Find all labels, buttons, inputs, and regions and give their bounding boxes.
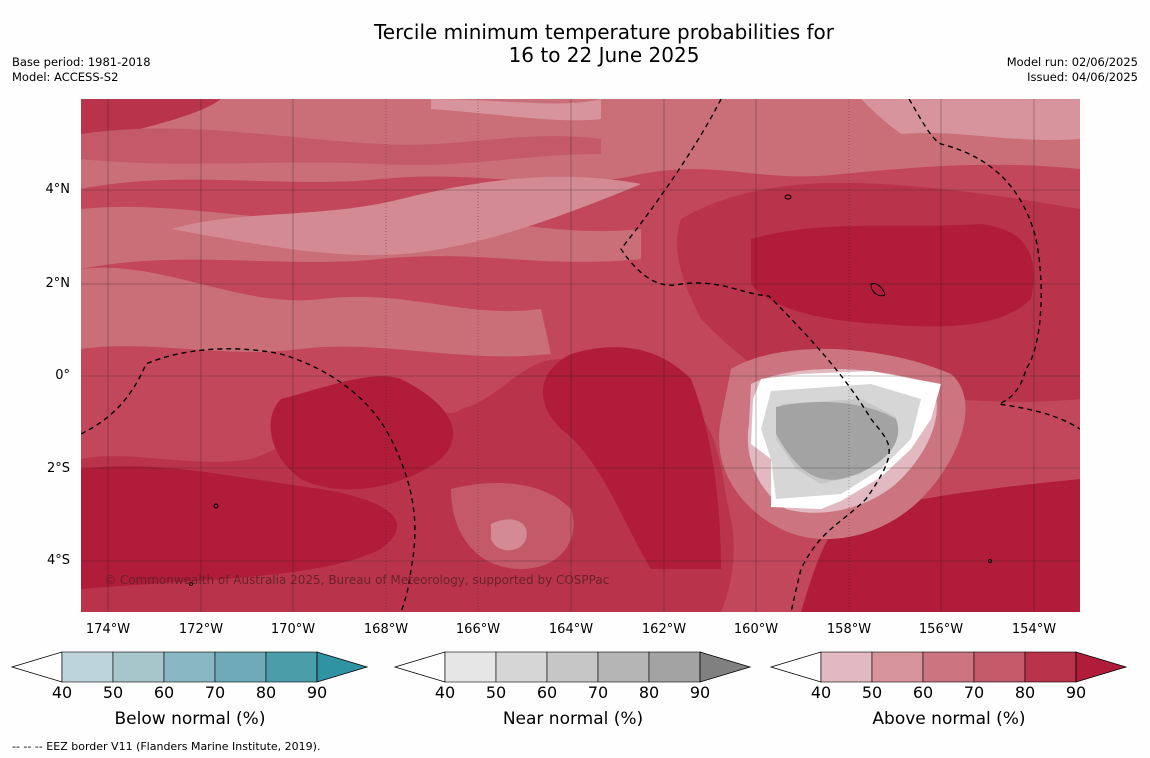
lon-label-174w: 174°W: [85, 622, 131, 637]
colorbar-segment: [922, 651, 975, 683]
map-title-line1: Tercile minimum temperature probabilitie…: [373, 20, 835, 44]
lon-label-162w: 162°W: [641, 622, 687, 637]
meta-left: Base period: 1981-2018 Model: ACCESS-S2: [12, 55, 151, 85]
colorbar-under-triangle: [769, 651, 822, 683]
lat-label-4s: 4°S: [46, 553, 70, 568]
lon-label-160w: 160°W: [733, 622, 779, 637]
colorbar-below-normal: [10, 651, 369, 683]
colorbar-above-normal: [769, 651, 1128, 683]
region-southwest-90: [270, 376, 454, 490]
colorbar-segment: [163, 651, 216, 683]
colorbar-segment: [546, 651, 599, 683]
lon-label-158w: 158°W: [826, 622, 872, 637]
lat-label-2s: 2°S: [46, 461, 70, 476]
eez-borders: [81, 99, 1080, 612]
near-normal-90: [776, 402, 899, 480]
colorbar-segment: [495, 651, 548, 683]
base-period-text: Base period: 1981-2018: [12, 55, 151, 69]
lat-label-4n: 4°N: [45, 182, 71, 197]
cb-above-tick-40: 40: [810, 683, 832, 702]
cb-near-title: Near normal (%): [502, 709, 644, 729]
colorbar-segment: [1024, 651, 1077, 683]
cb-above-title: Above normal (%): [872, 709, 1026, 729]
colorbar-under-triangle: [393, 651, 446, 683]
cb-near-tick-60: 60: [536, 683, 558, 702]
colorbar-near-normal: [393, 651, 752, 683]
colorbar-under-triangle: [10, 651, 63, 683]
colorbar-segment: [597, 651, 650, 683]
region-east-90: [751, 224, 1034, 327]
colorbar-segment: [265, 651, 318, 683]
cb-below-tick-60: 60: [153, 683, 175, 702]
lat-label-0: 0°: [55, 368, 70, 383]
islands: [189, 194, 992, 586]
cb-near-tick-40: 40: [434, 683, 456, 702]
lat-label-2n: 2°N: [45, 276, 71, 291]
colorbar-segment: [820, 651, 873, 683]
colorbar-segment: [214, 651, 267, 683]
map-svg: © Commonwealth of Australia 2025, Bureau…: [81, 99, 1080, 612]
grid-lines: [81, 99, 1080, 612]
colorbar-segment: [973, 651, 1026, 683]
colorbar-over-triangle: [316, 651, 369, 683]
colorbar-segment: [61, 651, 114, 683]
band-south-70: [81, 267, 551, 357]
cb-near-tick-90: 90: [689, 683, 711, 702]
lon-label-156w: 156°W: [918, 622, 964, 637]
colorbar-segment: [648, 651, 701, 683]
cb-near-tick-80: 80: [638, 683, 660, 702]
patch-south-60: [491, 519, 527, 551]
colorbar-segment: [112, 651, 165, 683]
model-text: Model: ACCESS-S2: [12, 70, 119, 84]
patch-north-60: [171, 176, 641, 256]
colorbar-over-triangle: [699, 651, 752, 683]
cb-near-tick-50: 50: [485, 683, 507, 702]
cb-above-tick-50: 50: [861, 683, 883, 702]
lon-label-170w: 170°W: [270, 622, 316, 637]
cb-near-tick-70: 70: [587, 683, 609, 702]
region-far-southwest-90: [81, 466, 398, 589]
eez-footnote: -- -- -- EEZ border V11 (Flanders Marine…: [12, 740, 321, 753]
lon-label-168w: 168°W: [363, 622, 409, 637]
cb-below-title: Below normal (%): [114, 709, 266, 729]
cb-below-tick-40: 40: [51, 683, 73, 702]
meta-right: Model run: 02/06/2025 Issued: 04/06/2025: [1007, 55, 1138, 85]
island-3: [213, 503, 219, 509]
patch-top-60: [431, 99, 601, 121]
probability-map: © Commonwealth of Australia 2025, Bureau…: [81, 99, 1080, 612]
colorbar-over-triangle: [1075, 651, 1128, 683]
island-4: [988, 559, 992, 563]
issued-text: Issued: 04/06/2025: [1027, 70, 1138, 84]
lon-label-164w: 164°W: [548, 622, 594, 637]
island-1: [784, 194, 792, 200]
cb-below-tick-50: 50: [102, 683, 124, 702]
colorbars-svg: [10, 651, 1128, 683]
lon-label-154w: 154°W: [1011, 622, 1057, 637]
island-2: [870, 283, 886, 297]
cb-above-tick-90: 90: [1065, 683, 1087, 702]
colorbar-segment: [871, 651, 924, 683]
model-run-text: Model run: 02/06/2025: [1006, 55, 1138, 69]
strip-north-70: [81, 128, 601, 166]
cb-below-tick-90: 90: [306, 683, 328, 702]
colorbar-segment: [444, 651, 497, 683]
cb-below-tick-80: 80: [255, 683, 277, 702]
lon-label-166w: 166°W: [455, 622, 501, 637]
cb-above-tick-60: 60: [912, 683, 934, 702]
island-5: [189, 582, 193, 586]
region-central-90: [542, 347, 721, 569]
cb-below-tick-70: 70: [204, 683, 226, 702]
copyright-text: © Commonwealth of Australia 2025, Bureau…: [104, 573, 609, 587]
cb-above-tick-70: 70: [963, 683, 985, 702]
cb-above-tick-80: 80: [1014, 683, 1036, 702]
map-title-line2: 16 to 22 June 2025: [508, 43, 700, 67]
lon-label-172w: 172°W: [178, 622, 224, 637]
